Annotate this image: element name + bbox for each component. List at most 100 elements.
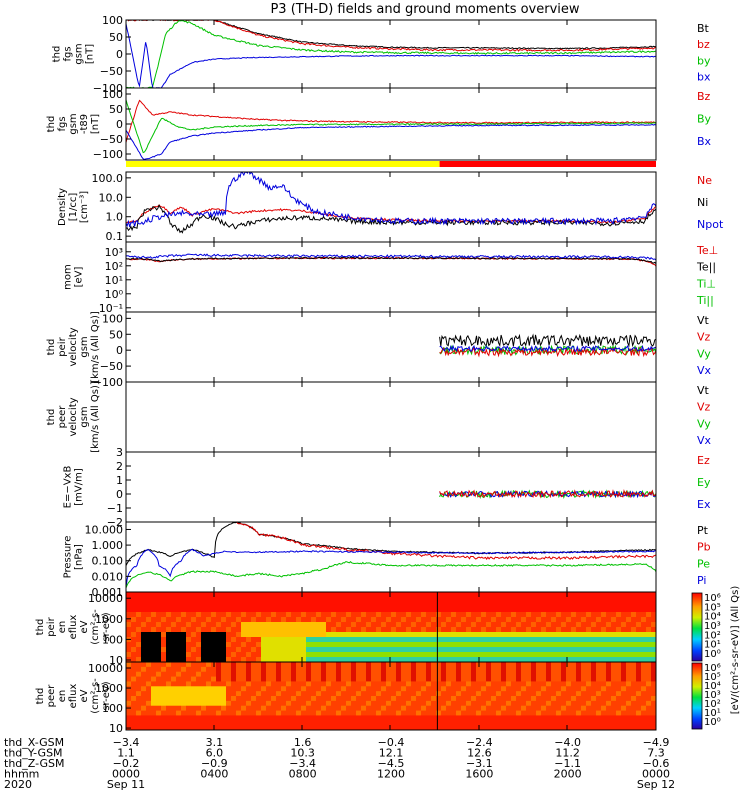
spectrogram-cell (286, 622, 292, 628)
spectrogram-cell (431, 662, 437, 668)
spectrogram-cell (296, 691, 302, 697)
spectrogram-cell (596, 622, 602, 628)
spectrogram-cell (636, 710, 642, 717)
spectrogram-cell (626, 592, 632, 598)
spectrogram-cell (231, 720, 237, 726)
spectrogram-cell (611, 725, 617, 730)
spectrogram-cell (191, 592, 197, 598)
spectrogram-cell (331, 617, 337, 623)
spectrogram-cell (156, 686, 162, 692)
spectrogram-cell (141, 710, 147, 717)
axis-row-value: 1200 (377, 768, 405, 781)
spectrogram-cell (531, 612, 537, 618)
spectrogram-cell (451, 691, 457, 697)
spectrogram-cell (226, 666, 232, 673)
spectrogram-cell (131, 642, 137, 648)
y-axis-label: fgs (57, 116, 68, 131)
spectrogram-cell (481, 612, 487, 618)
spectrogram-cell (366, 597, 372, 603)
spectrogram-cell (476, 681, 482, 687)
spectrogram-cell (581, 696, 587, 702)
spectrogram-cell (481, 637, 487, 643)
spectrogram-cell (551, 602, 557, 608)
spectrogram-cell (341, 592, 347, 598)
spectrogram-cell (416, 710, 422, 717)
spectrogram-cell (641, 637, 647, 643)
y-tick-label: 10 (109, 722, 123, 735)
spectrogram-cell (216, 666, 222, 673)
panel-frame (125, 171, 657, 243)
spectrogram-cell (391, 681, 397, 687)
spectrogram-cell (141, 700, 147, 707)
spectrogram-cell (531, 637, 537, 643)
spectrogram-cell (301, 612, 307, 618)
spectrogram-cell (171, 647, 177, 653)
spectrogram-cell (416, 597, 422, 603)
spectrogram-cell (481, 632, 487, 638)
spectrogram-cell (526, 676, 532, 683)
spectrogram-cell (411, 662, 417, 668)
spectrogram-cell (491, 696, 497, 702)
spectrogram-cell (526, 710, 532, 717)
spectrogram-cell (146, 686, 152, 692)
spectrogram-cell (541, 715, 547, 721)
spectrogram-cell (136, 642, 142, 648)
spectrogram-cell (356, 686, 362, 692)
spectrogram-cell (641, 662, 647, 668)
spectrogram-cell (471, 662, 477, 668)
spectrogram-cell (596, 720, 602, 726)
spectrogram-cell (211, 691, 217, 697)
spectrogram-cell (316, 671, 322, 678)
spectrogram-cell (196, 696, 202, 702)
spectrogram-cell (576, 691, 582, 697)
spectrogram-cell (491, 652, 497, 658)
spectrogram-cell (346, 720, 352, 726)
spectrogram-cell (241, 700, 247, 707)
spectrogram-cell (336, 720, 342, 726)
spectrogram-cell (166, 725, 172, 730)
spectrogram-cell (581, 637, 587, 643)
spectrogram-cell (481, 662, 487, 668)
spectrogram-cell (311, 725, 317, 730)
spectrogram-cell (341, 691, 347, 697)
spectrogram-cell (211, 671, 217, 678)
spectrogram-cell (576, 666, 582, 673)
spectrogram-cell (321, 681, 327, 687)
spectrogram-cell (266, 617, 272, 623)
spectrogram-cell (521, 700, 527, 707)
spectrogram-cell (311, 676, 317, 683)
spectrogram-cell (526, 700, 532, 707)
spectrogram-cell (341, 597, 347, 603)
spectrogram-cell (456, 627, 462, 633)
spectrogram-cell (461, 671, 467, 678)
spectrogram-cell (546, 657, 552, 662)
spectrogram-cell (181, 602, 187, 608)
spectrogram-cell (216, 627, 222, 633)
spectrogram-cell (526, 715, 532, 721)
spectrogram-cell (376, 597, 382, 603)
spectrogram-cell (621, 642, 627, 648)
spectrogram-cell (396, 612, 402, 618)
spectrogram-cell (506, 666, 512, 673)
spectrogram-cell (536, 662, 542, 668)
spectrogram-cell (406, 686, 412, 692)
spectrogram-cell (396, 637, 402, 643)
spectrogram-cell (436, 681, 442, 687)
axis-row-label: thd_Z-GSM (4, 757, 64, 770)
spectrogram-cell (376, 715, 382, 721)
spectrogram-cell (316, 622, 322, 628)
spectrogram-cell (286, 612, 292, 618)
spectrogram-cell (431, 725, 437, 730)
spectrogram-cell (586, 642, 592, 648)
spectrogram-cell (166, 710, 172, 717)
spectrogram-cell (131, 715, 137, 721)
colorbar-label: 10³ (704, 690, 721, 701)
spectrogram-cell (556, 720, 562, 726)
spectrogram-cell (161, 676, 167, 683)
spectrogram-cell (541, 666, 547, 673)
spectrogram-cell (226, 652, 232, 658)
spectrogram-cell (591, 700, 597, 707)
spectrogram-cell (561, 676, 567, 683)
spectrogram-cell (356, 637, 362, 643)
spectrogram-cell (586, 720, 592, 726)
